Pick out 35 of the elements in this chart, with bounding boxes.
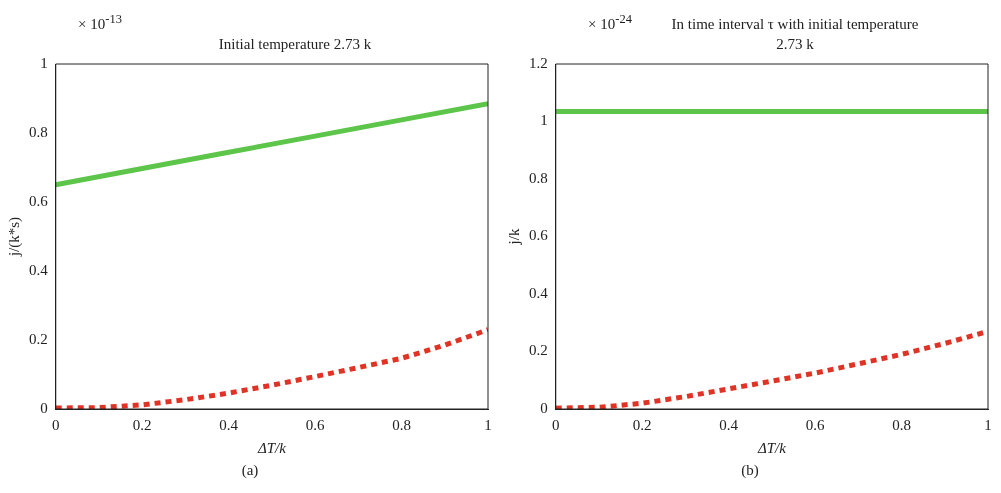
x-tick-label: 0.2 <box>132 416 152 433</box>
y-tick-label: 0.2 <box>29 330 48 347</box>
x-tick-label: 0.4 <box>719 416 739 433</box>
text: × 10$^{-13}$ <box>78 12 122 33</box>
y-tick-label: 1 <box>40 54 48 71</box>
x-tick-label: 0.6 <box>305 416 325 433</box>
x-tick-label: 1 <box>484 416 492 433</box>
x-tick-label: 0.2 <box>632 416 652 433</box>
x-tick-label: 0.8 <box>392 416 411 433</box>
y-axis-title: j/(k*s) <box>5 216 23 258</box>
x-tick-label: 1 <box>984 416 992 433</box>
x-tick-label: 0 <box>52 416 60 433</box>
y-tick-label: 0.4 <box>529 284 549 301</box>
y-tick-label: 0.6 <box>529 227 549 244</box>
text: (b) <box>740 462 760 479</box>
x-axis-title: ΔT/k <box>256 439 287 456</box>
y-tick-label: 1 <box>540 112 548 129</box>
x-tick-label: 0 <box>552 416 560 433</box>
x-axis-title: ΔT/k <box>756 439 787 456</box>
chart-title: In time interval τ with initial temperature 2.73 k <box>670 15 920 54</box>
y-tick-label: 0.8 <box>529 169 548 186</box>
y-tick-label: 0 <box>540 399 548 416</box>
chart-title: Initial temperature 2.73 k <box>218 35 372 54</box>
y-tick-label: 0.8 <box>29 123 48 140</box>
x-tick-label: 0.4 <box>219 416 239 433</box>
text: (a) <box>240 462 260 479</box>
text: × 10$^{-24}$ <box>588 12 632 33</box>
y-tick-label: 0 <box>40 399 48 416</box>
y-tick-label: 0.4 <box>29 261 49 278</box>
y-tick-label: 0.6 <box>29 192 49 209</box>
y-tick-label: 1.2 <box>529 54 548 71</box>
x-tick-label: 0.6 <box>805 416 825 433</box>
y-axis-title: j/k <box>505 228 522 246</box>
x-tick-label: 0.8 <box>892 416 911 433</box>
y-tick-label: 0.2 <box>529 342 548 359</box>
